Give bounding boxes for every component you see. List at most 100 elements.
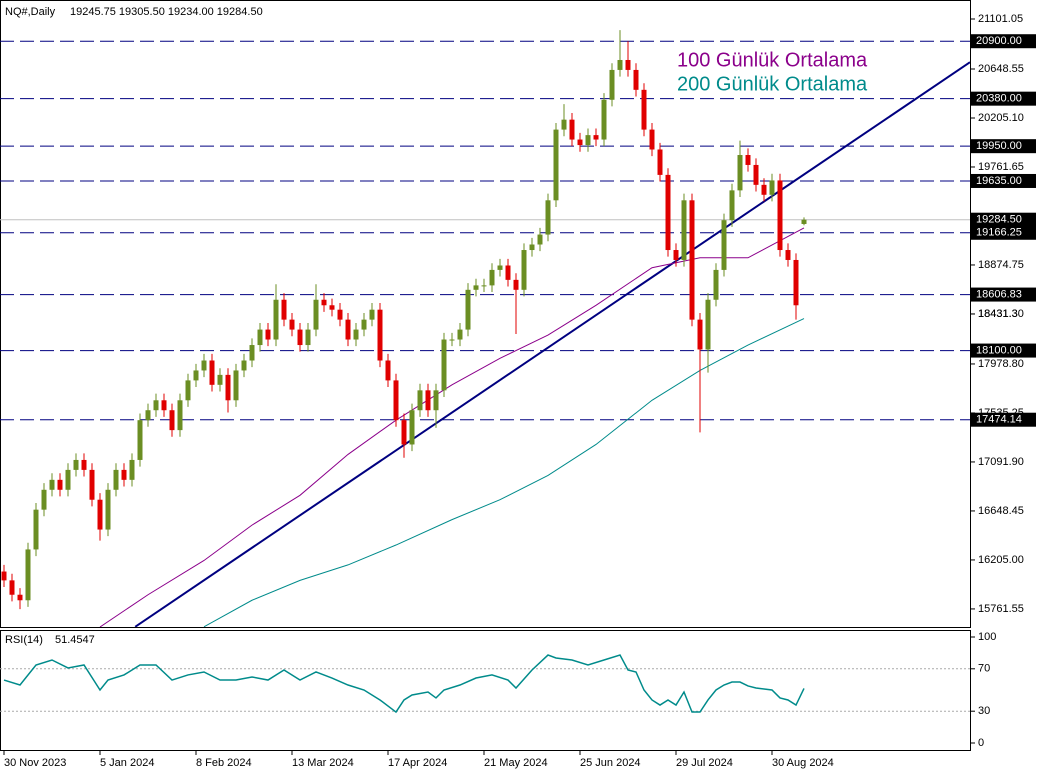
y-tick-label: 21101.05 — [978, 13, 1023, 25]
candle-body — [73, 459, 79, 470]
candle-body — [601, 99, 607, 140]
level-label-box — [971, 412, 1036, 427]
candle-body — [697, 319, 703, 350]
candle-body — [201, 360, 207, 371]
y-tick-label: 17978.80 — [978, 358, 1024, 370]
x-tick-label: 5 Jan 2024 — [100, 757, 154, 769]
plot-area — [0, 30, 970, 627]
x-tick-label: 13 Mar 2024 — [292, 757, 354, 769]
x-tick-label: 30 Aug 2024 — [772, 757, 834, 769]
y-tick-label: 18431.3 — [978, 308, 1018, 320]
candle-body — [289, 319, 295, 330]
candle-body — [441, 339, 447, 391]
level-label: 19166.25 — [976, 227, 1022, 239]
candle-body — [313, 299, 319, 330]
candle-body — [473, 285, 479, 290]
candle-body — [241, 360, 247, 371]
candle-body — [433, 390, 439, 411]
candle-body — [705, 299, 711, 350]
level-label-box — [971, 287, 1036, 302]
y-tick-label: 30 — [978, 705, 990, 717]
x-tick-label: 29 Jul 2024 — [676, 757, 733, 769]
candle-body — [761, 184, 767, 195]
candle-body — [249, 345, 255, 361]
candle-body — [9, 580, 15, 595]
candle-body — [361, 319, 367, 330]
chart-title: NQ#,Daily — [5, 6, 56, 18]
level-label: 18100.00 — [976, 344, 1022, 356]
last-price-label: 19284.50 — [976, 214, 1022, 226]
last-price-box — [971, 212, 1036, 227]
legend-entry: 200 Günlük Ortalama — [677, 73, 868, 95]
candle-body — [641, 89, 647, 130]
candle-body — [609, 69, 615, 100]
x-tick-label: 30 Nov 2023 — [4, 757, 66, 769]
candle-body — [681, 200, 687, 260]
candle-body — [33, 509, 39, 550]
candle-body — [537, 234, 543, 245]
rsi-value: 51.4547 — [55, 634, 95, 646]
candle-body — [769, 180, 775, 195]
candle-body — [505, 265, 511, 280]
candle-body — [489, 269, 495, 286]
candle-body — [209, 360, 215, 385]
ohlc-label: 19245.75 19305.50 19234.00 19284.50 — [70, 6, 263, 18]
candle-body — [465, 289, 471, 330]
candle-body — [97, 499, 103, 530]
candle-body — [617, 59, 623, 70]
candle-body — [393, 380, 399, 421]
candle-body — [113, 469, 119, 490]
candle-body — [737, 155, 743, 191]
candle-body — [673, 250, 679, 260]
candle-body — [49, 479, 55, 490]
candle-body — [81, 459, 87, 470]
level-label: 18606.83 — [976, 288, 1022, 300]
y-tick-label: 15761.55 — [978, 603, 1024, 615]
candle-body — [753, 164, 759, 185]
candle-body — [449, 339, 455, 341]
moving-average — [203, 318, 805, 627]
candle-body — [321, 299, 327, 306]
candle-body — [561, 119, 567, 130]
candle-body — [721, 220, 727, 270]
level-label: 19950.00 — [976, 140, 1022, 152]
candle-body — [713, 269, 719, 300]
y-tick-label: 70 — [978, 663, 990, 675]
candle-body — [65, 469, 71, 490]
candle-body — [521, 250, 527, 290]
moving-average — [99, 227, 805, 627]
candle-body — [649, 129, 655, 150]
level-label-box — [971, 139, 1036, 154]
candle-body — [513, 279, 519, 290]
candle-body — [217, 374, 223, 385]
x-tick-label: 25 Jun 2024 — [580, 757, 641, 769]
candle-body — [529, 244, 535, 251]
candle-body — [1, 571, 7, 581]
candle-body — [657, 149, 663, 175]
candle-body — [377, 309, 383, 361]
candle-body — [481, 285, 487, 287]
candle-body — [185, 380, 191, 401]
y-tick-label: 0 — [978, 737, 984, 749]
candle-body — [353, 329, 359, 340]
candle-body — [121, 469, 127, 480]
candle-body — [409, 410, 415, 445]
candle-body — [417, 390, 423, 411]
candle-body — [793, 259, 799, 306]
y-tick-label: 20205.10 — [978, 112, 1024, 124]
candle-body — [25, 549, 31, 601]
candle-body — [569, 119, 575, 140]
candle-body — [105, 489, 111, 530]
candle-body — [297, 329, 303, 346]
level-label-box — [971, 91, 1036, 106]
candle-body — [17, 594, 23, 601]
level-label: 17474.14 — [976, 414, 1022, 426]
candle-body — [665, 174, 671, 251]
candle-body — [153, 400, 159, 411]
y-tick-label: 100 — [978, 631, 996, 643]
candle-body — [89, 469, 95, 500]
candle-body — [281, 299, 287, 320]
candle-body — [457, 329, 463, 340]
candle-body — [257, 329, 263, 346]
